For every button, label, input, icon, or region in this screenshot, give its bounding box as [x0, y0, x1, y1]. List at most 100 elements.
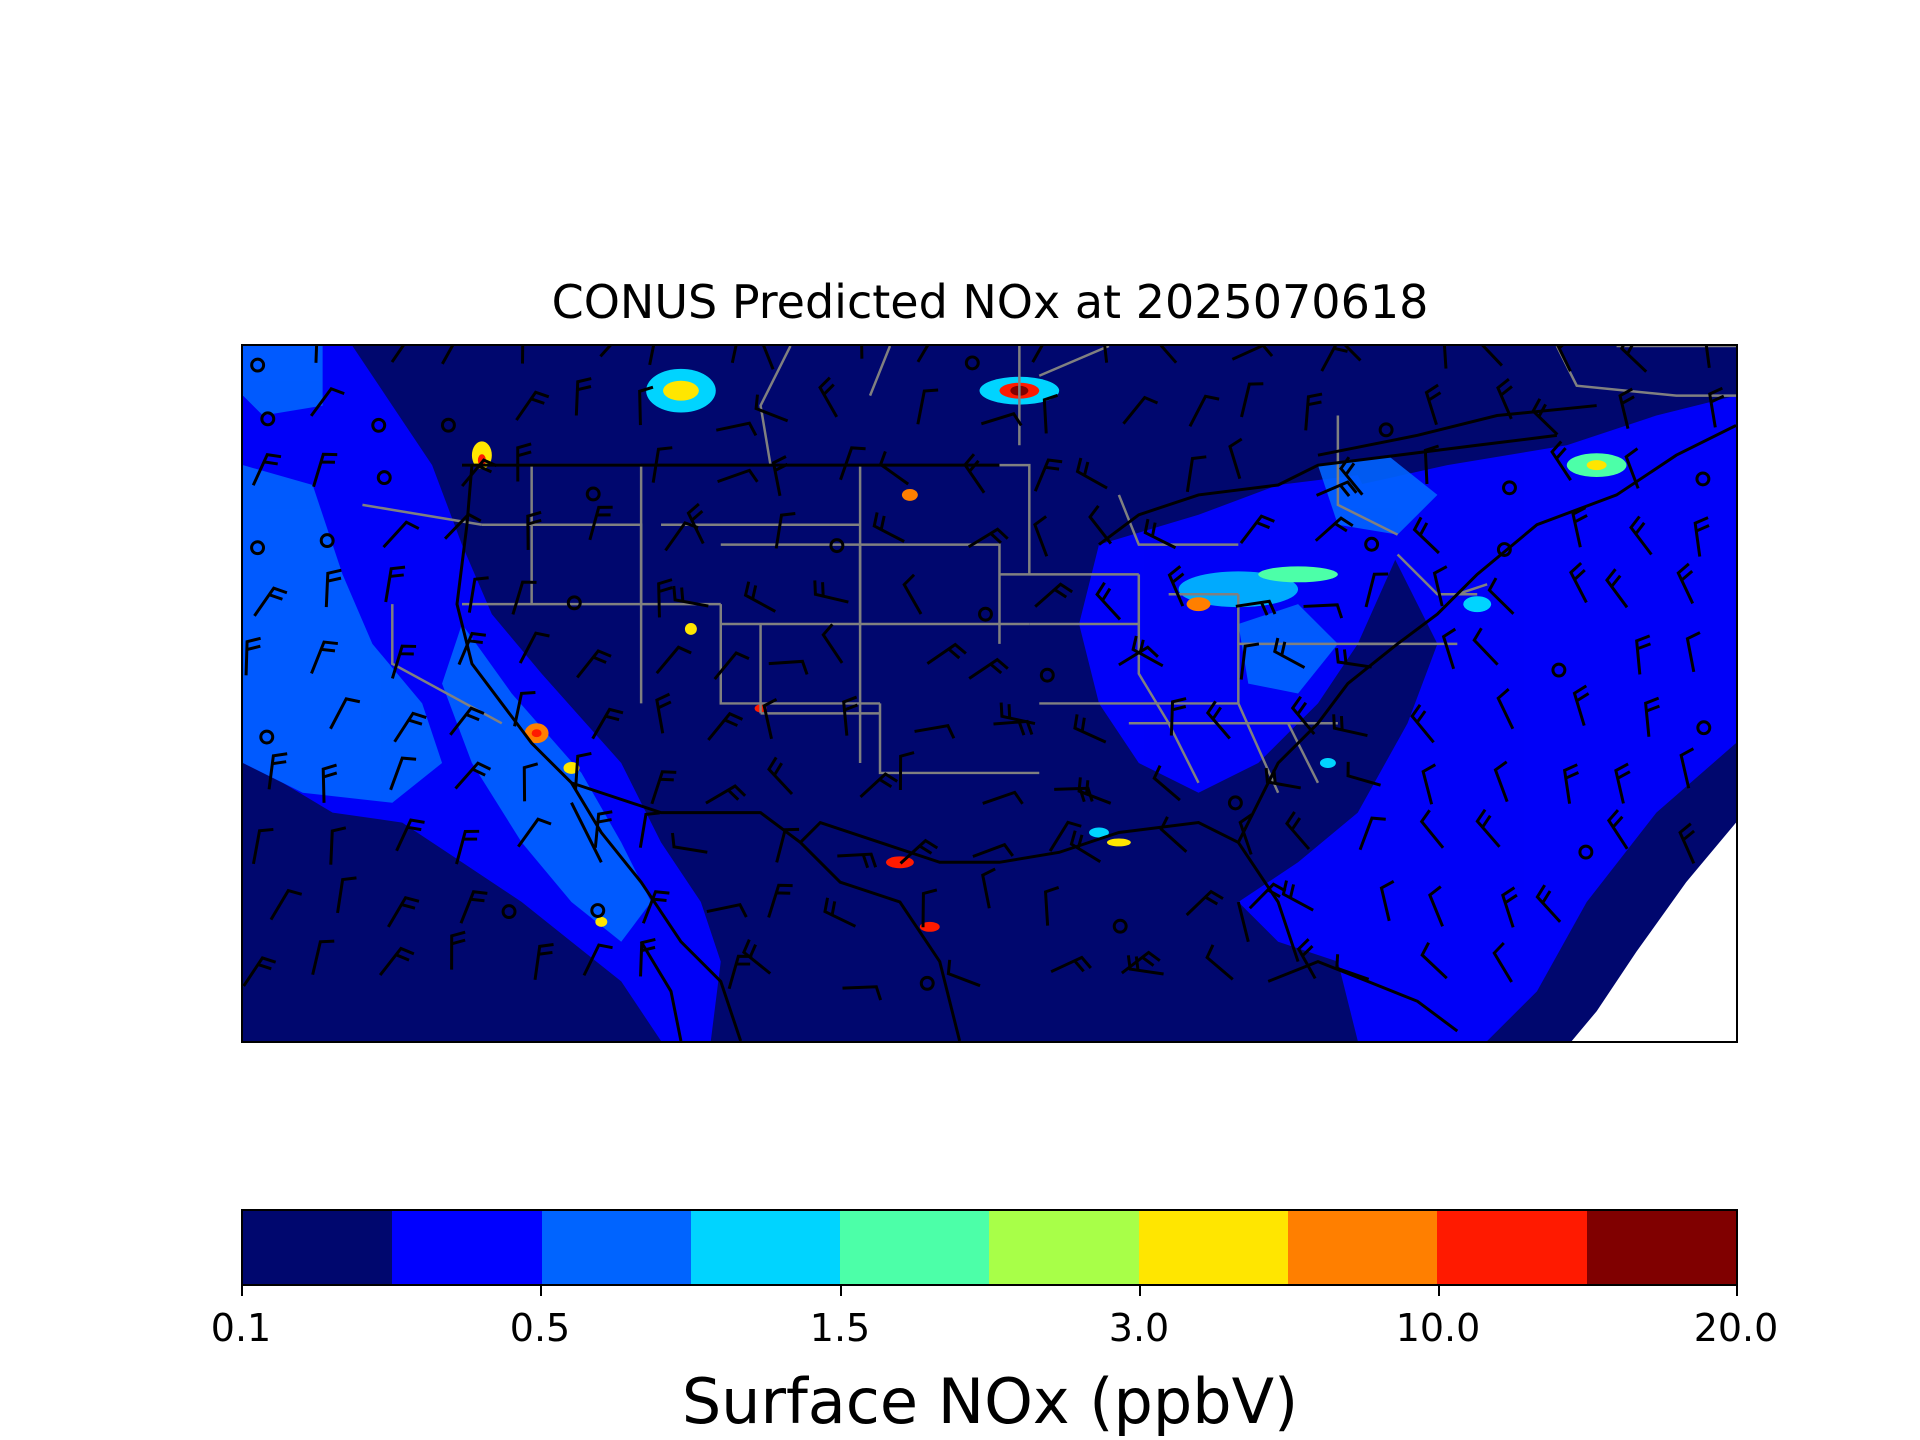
calm-wind-circle	[978, 606, 993, 622]
wind-barb	[588, 505, 613, 541]
wind-barb	[441, 346, 469, 365]
wind-barb	[390, 346, 405, 363]
wind-barb	[443, 512, 482, 540]
wind-barb	[1531, 398, 1559, 436]
wind-barb	[774, 512, 796, 549]
wind-barb	[1185, 455, 1207, 493]
wind-barb	[1571, 506, 1588, 548]
colorbar-tick-label: 20.0	[1693, 1306, 1779, 1350]
wind-barb	[1424, 383, 1442, 426]
wind-barb	[576, 649, 612, 679]
wind-barb	[1562, 763, 1580, 804]
wind-barb	[651, 446, 673, 483]
wind-barb	[599, 346, 612, 358]
wind-barb	[1685, 631, 1701, 673]
wind-barb	[842, 985, 883, 1001]
wind-barb	[449, 706, 485, 736]
colorbar-tick	[1438, 1284, 1440, 1296]
wind-barb	[1629, 515, 1653, 556]
wind-barb	[921, 888, 938, 928]
colorbar-bin	[989, 1211, 1139, 1284]
wind-barb	[593, 810, 613, 848]
wind-barb	[730, 346, 738, 364]
wind-barb	[1075, 457, 1108, 490]
wind-barb	[762, 697, 778, 740]
wind-barb	[269, 888, 303, 921]
wind-barb	[1704, 346, 1711, 369]
wind-barb	[253, 586, 288, 617]
wind-barb	[1048, 820, 1082, 852]
calm-wind-circle	[250, 540, 266, 556]
wind-barb	[1205, 944, 1234, 981]
calm-wind-circle	[566, 595, 582, 611]
wind-barb	[1501, 886, 1518, 928]
wind-barb	[648, 346, 655, 366]
wind-barb	[655, 645, 692, 675]
wind-barb	[705, 784, 747, 805]
wind-barb	[639, 937, 656, 977]
wind-barb	[899, 838, 939, 865]
wind-barb	[1493, 760, 1509, 803]
wind-barb	[1475, 808, 1501, 848]
wind-barb	[1205, 700, 1231, 740]
wind-barb	[1496, 377, 1513, 420]
wind-barb	[243, 956, 277, 987]
wind-barb	[1605, 568, 1629, 609]
wind-barb	[686, 502, 705, 545]
wind-barb	[1314, 516, 1354, 542]
wind-barb	[251, 827, 274, 865]
wind-barb	[467, 576, 489, 613]
nox-hotspots	[471, 368, 1627, 932]
wind-barb	[513, 691, 536, 727]
wind-barb	[1358, 816, 1386, 851]
colorbar-bin	[243, 1211, 393, 1284]
wind-barb	[1228, 437, 1243, 480]
wind-barb	[715, 421, 758, 437]
wind-barb	[775, 827, 800, 863]
calm-wind-circle	[1695, 471, 1711, 487]
wind-barb	[1332, 714, 1368, 738]
wind-barb	[1550, 440, 1572, 481]
wind-barb	[717, 468, 759, 484]
wind-barb	[1320, 346, 1348, 372]
wind-barb	[1167, 565, 1185, 607]
wind-barb	[842, 695, 858, 736]
wind-barb	[872, 512, 905, 543]
calm-wind-circle	[1112, 918, 1128, 934]
wind-barb	[516, 442, 532, 482]
wind-barb	[450, 930, 466, 970]
wind-barb	[672, 585, 709, 608]
colorbar-tick-label: 0.5	[509, 1306, 571, 1350]
wind-barb	[1441, 627, 1457, 670]
wind-barb	[1248, 882, 1287, 910]
wind-barb	[1303, 603, 1344, 619]
wind-barb	[638, 811, 660, 848]
wind-barb	[251, 452, 282, 486]
wind-barb	[1238, 813, 1253, 855]
nox-map	[243, 346, 1736, 1041]
wind-barb	[1304, 392, 1323, 431]
colorbar-label: Surface NOx (ppbV)	[681, 1365, 1299, 1438]
no-data-region	[1571, 822, 1736, 1041]
wind-barb	[818, 376, 839, 418]
wind-barb	[1152, 764, 1181, 802]
wind-barb	[378, 946, 415, 976]
wind-barb	[1296, 938, 1317, 980]
wind-barb	[1231, 346, 1274, 361]
wind-barb	[1472, 627, 1499, 666]
wind-barb	[767, 756, 794, 795]
wind-barb	[1240, 382, 1264, 418]
wind-barb	[968, 657, 1009, 680]
calm-wind-circle	[1227, 795, 1243, 811]
wind-barb	[980, 412, 1023, 427]
wind-barb	[336, 876, 357, 914]
wind-barb	[1619, 346, 1648, 373]
wind-barb	[655, 692, 672, 734]
wind-barb	[1432, 565, 1448, 607]
wind-barb	[1410, 704, 1435, 744]
wind-barb	[1421, 763, 1437, 805]
wind-barb	[312, 452, 338, 488]
calm-wind-circle	[1502, 480, 1517, 496]
calm-wind-circle	[585, 486, 601, 502]
wind-barb	[518, 631, 550, 664]
